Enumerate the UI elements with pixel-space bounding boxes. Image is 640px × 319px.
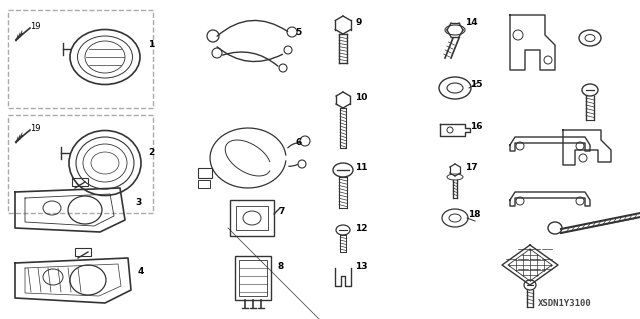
Text: 10: 10 xyxy=(355,93,367,102)
Bar xyxy=(198,168,212,178)
Text: 15: 15 xyxy=(470,80,483,89)
Text: 19: 19 xyxy=(30,22,40,31)
Text: 8: 8 xyxy=(278,262,284,271)
Text: 7: 7 xyxy=(278,207,284,216)
Bar xyxy=(235,256,271,300)
Text: 1: 1 xyxy=(148,40,154,49)
Bar xyxy=(236,206,268,230)
Text: 11: 11 xyxy=(355,163,367,172)
Text: 19: 19 xyxy=(30,124,40,133)
Bar xyxy=(8,115,153,213)
Bar xyxy=(75,248,91,256)
Text: 4: 4 xyxy=(138,267,145,276)
Text: 17: 17 xyxy=(465,163,477,172)
Text: XSDN1Y3100: XSDN1Y3100 xyxy=(538,299,592,308)
Text: 16: 16 xyxy=(470,122,483,131)
Text: 13: 13 xyxy=(355,262,367,271)
Text: 3: 3 xyxy=(135,198,141,207)
Bar xyxy=(230,200,274,236)
Bar xyxy=(72,178,88,186)
Text: 12: 12 xyxy=(355,224,367,233)
Text: 5: 5 xyxy=(295,28,301,37)
Bar xyxy=(239,260,267,296)
Text: 6: 6 xyxy=(295,138,301,147)
Text: 18: 18 xyxy=(468,210,481,219)
Bar xyxy=(8,10,153,108)
Text: 14: 14 xyxy=(465,18,477,27)
Text: 9: 9 xyxy=(355,18,362,27)
Text: 2: 2 xyxy=(148,148,154,157)
Bar xyxy=(198,180,210,188)
